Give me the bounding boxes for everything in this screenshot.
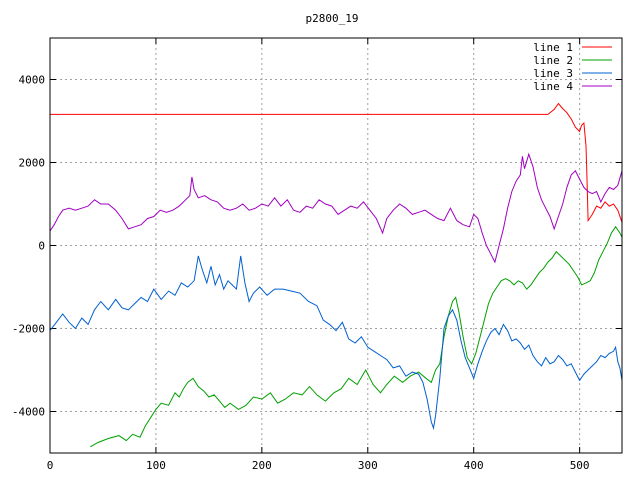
legend-label: line 4 <box>533 80 573 93</box>
y-axis: -4000 -2000 0 2000 4000 <box>12 74 622 419</box>
y-tick-label: 2000 <box>19 157 46 170</box>
chart-title: p2800_19 <box>306 12 359 25</box>
x-tick-label: 100 <box>146 459 166 472</box>
x-axis: 0 100 200 300 400 500 <box>47 38 590 472</box>
series-line-3 <box>50 255 622 431</box>
grid <box>50 38 622 453</box>
x-tick-label: 400 <box>464 459 484 472</box>
y-tick-label: -4000 <box>12 406 45 419</box>
y-tick-label: -2000 <box>12 323 45 336</box>
y-tick-label: 0 <box>38 240 45 253</box>
series-line-1 <box>50 102 622 223</box>
x-tick-label: 500 <box>570 459 590 472</box>
legend-label: line 1 <box>533 41 573 54</box>
x-tick-label: 300 <box>358 459 378 472</box>
plot-frame <box>49 37 623 454</box>
series-line-2 <box>90 225 622 448</box>
series-line-4 <box>50 152 622 264</box>
y-tick-label: 4000 <box>19 74 46 87</box>
x-tick-label: 200 <box>252 459 272 472</box>
series-group <box>50 102 622 448</box>
legend-label: line 2 <box>533 54 573 67</box>
x-tick-label: 0 <box>47 459 54 472</box>
legend-label: line 3 <box>533 67 573 80</box>
